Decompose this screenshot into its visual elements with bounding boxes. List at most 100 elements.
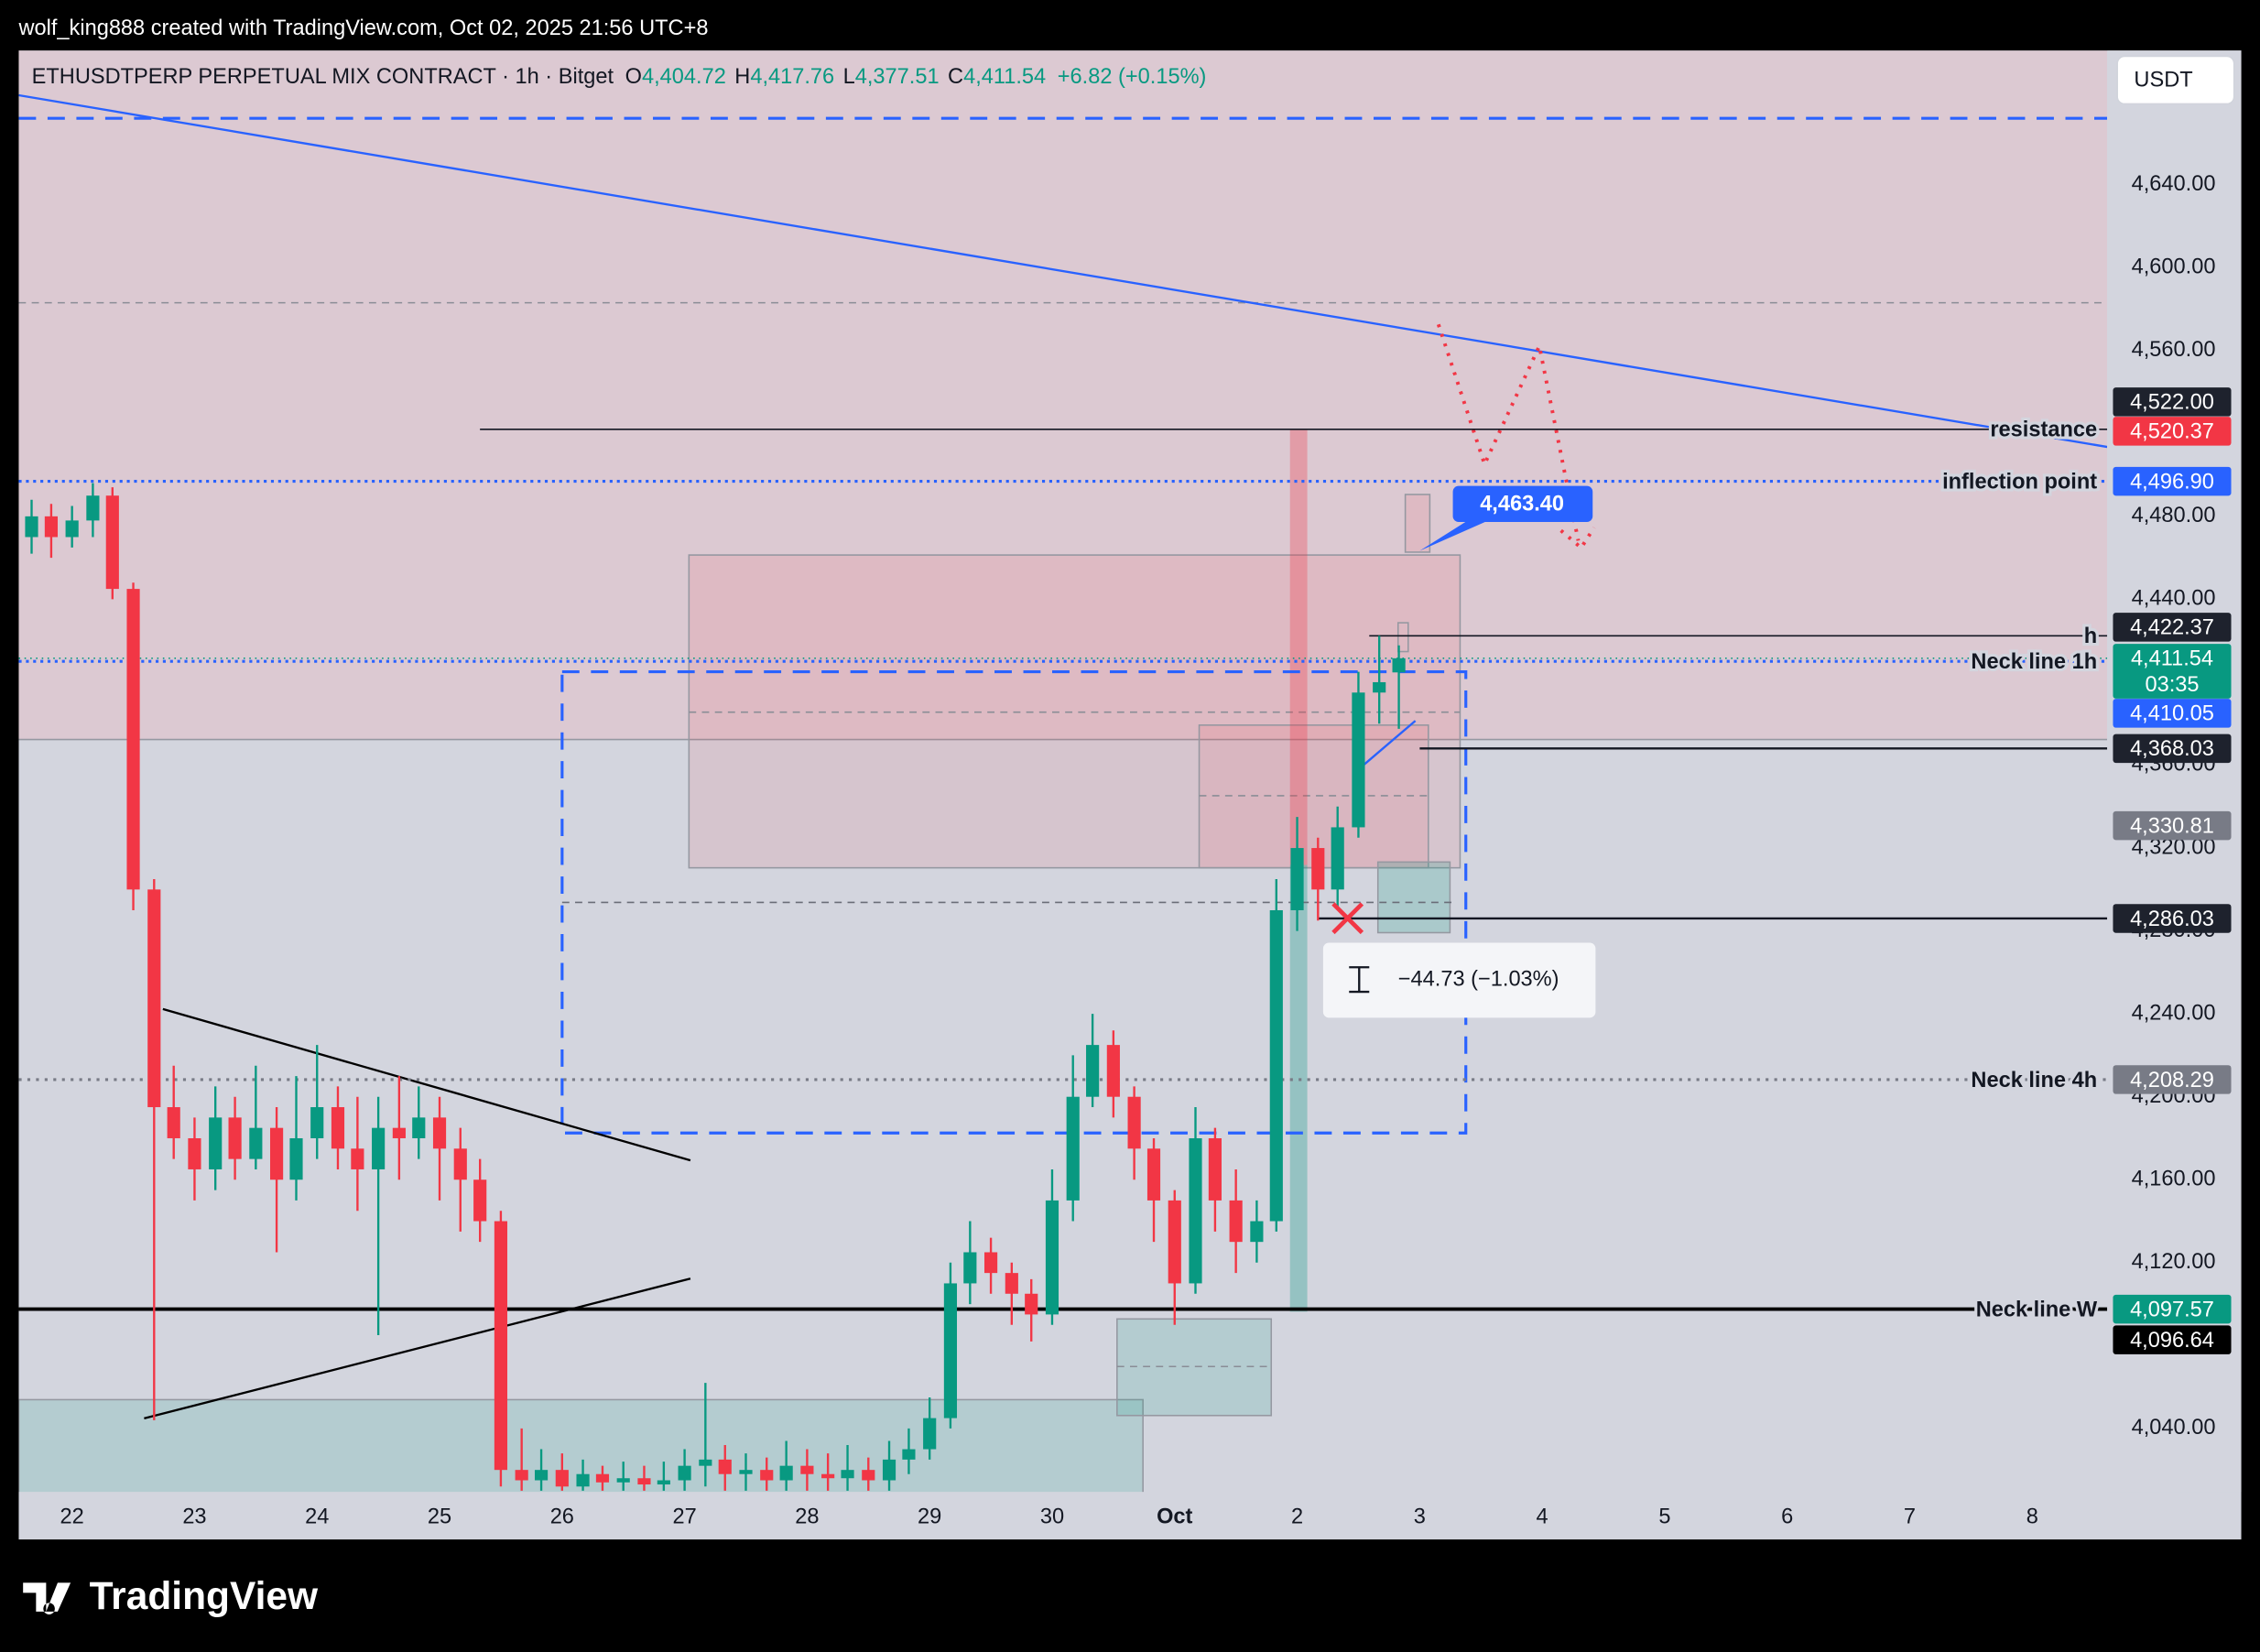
candle-body (821, 1473, 835, 1479)
candle-body (1106, 1045, 1120, 1097)
candle-body (351, 1148, 364, 1169)
candle-body (595, 1473, 610, 1483)
candle-body (515, 1470, 528, 1481)
candle-body (392, 1127, 406, 1138)
candle-body (779, 1465, 793, 1481)
price-tag-label: 4,097.57 (2130, 1298, 2214, 1321)
level-annotation: Neck line 1h (1971, 650, 2097, 674)
x-tick-label: 23 (182, 1505, 206, 1529)
level-annotation: resistance (1990, 418, 2097, 442)
candle-body (44, 516, 58, 538)
trend-line (1355, 720, 1417, 773)
candle-body (1189, 1137, 1202, 1284)
candle-body (473, 1179, 487, 1222)
x-tick-label: 29 (918, 1505, 941, 1529)
candle-body (1025, 1293, 1038, 1315)
candle-body (718, 1459, 732, 1474)
candle-body (372, 1127, 386, 1169)
candle-body (126, 589, 140, 890)
ohlc-key: C (948, 65, 963, 89)
credit: wolf_king888 created with TradingView.co… (17, 16, 708, 40)
candle-body (616, 1478, 630, 1483)
candle-body (576, 1473, 590, 1487)
candle-body (310, 1107, 324, 1138)
price-tag (2113, 1065, 2232, 1094)
candle-body (86, 495, 100, 521)
y-tick-label: 4,480.00 (2132, 504, 2216, 527)
candle-body (494, 1221, 508, 1471)
y-tick-label: 4,640.00 (2132, 172, 2216, 196)
measure-bar (1289, 429, 1308, 865)
candle-body (555, 1470, 569, 1487)
zone (1396, 622, 1409, 653)
callout-label: 4,463.40 (1480, 492, 1564, 516)
candle-body (432, 1117, 447, 1149)
x-tick-label: 2 (1291, 1505, 1303, 1529)
box (560, 670, 1468, 1135)
currency[interactable]: USDT (2134, 68, 2192, 92)
x-tick-label: 28 (795, 1505, 819, 1529)
candle-body (1005, 1273, 1018, 1294)
candle-body (1168, 1200, 1181, 1284)
zone (18, 50, 2108, 740)
price-tag-label: 4,208.29 (2130, 1069, 2214, 1092)
ohlc-key: L (843, 65, 855, 89)
candle-body (1392, 658, 1406, 673)
candle-body (412, 1117, 426, 1138)
price-tag-label: 4,096.64 (2130, 1329, 2214, 1353)
zone (1404, 494, 1431, 553)
candle-body (1290, 848, 1304, 910)
price-tag (2113, 466, 2232, 496)
candle-body (963, 1252, 977, 1284)
x-tick-label: 6 (1781, 1505, 1793, 1529)
currency-button[interactable] (2116, 55, 2235, 105)
candle-body (1146, 1148, 1161, 1201)
x-tick-label: 27 (672, 1505, 696, 1529)
x-tick-label: 5 (1658, 1505, 1670, 1529)
candle-body (943, 1283, 958, 1418)
candle-body (1373, 681, 1386, 693)
price-tag (2113, 699, 2232, 728)
candle-body (147, 889, 161, 1108)
candle-body (1311, 848, 1325, 890)
cross (1331, 902, 1364, 935)
candle-body (1045, 1200, 1059, 1315)
price-tags: 4,522.00 4,520.37 4,496.90 4,422.37 4,411.54… (1419, 387, 2232, 1354)
candle-body (534, 1470, 549, 1481)
x-tick-label: 24 (305, 1505, 329, 1529)
candle-body (637, 1478, 651, 1485)
price-tag-label: 4,422.37 (2130, 616, 2214, 640)
price-axis (2107, 50, 2242, 1493)
candle-body (657, 1480, 670, 1485)
zone (1116, 1318, 1273, 1417)
symbol: ETHUSDTPERP PERPETUAL MIX CONTRACT · 1h … (32, 65, 614, 89)
candle-body (249, 1127, 263, 1159)
x-tick-label: 8 (2026, 1505, 2038, 1529)
level-annotation: Neck line 4h (1971, 1069, 2097, 1092)
candle-body (25, 516, 38, 538)
level-annotation: inflection point (1942, 470, 2097, 494)
price-tag-sublabel: 03:35 (2145, 673, 2199, 697)
zone (1198, 724, 1429, 869)
y-tick-label: 4,240.00 (2132, 1001, 2216, 1025)
candle-body (1229, 1200, 1243, 1243)
level-annotation: h (2084, 625, 2097, 648)
candle-body (739, 1470, 753, 1474)
x-tick-label: 30 (1040, 1505, 1064, 1529)
y-tick-label: 4,560.00 (2132, 338, 2216, 362)
symbol-line: ETHUSDTPERP PERPETUAL MIX CONTRACT · 1h … (32, 65, 1207, 89)
x-tick-label: 3 (1414, 1505, 1426, 1529)
price-tag (2113, 1325, 2232, 1354)
candle-body (209, 1117, 223, 1169)
ohlc-value: 4,377.51 (855, 65, 940, 89)
ohlc-value: 4,417.76 (750, 65, 834, 89)
x-tick-label: Oct (1157, 1505, 1192, 1529)
candle-body (1269, 909, 1283, 1222)
candle-body (1250, 1221, 1264, 1243)
candles (25, 483, 1406, 1491)
price-tag (2113, 734, 2232, 764)
x-tick-label: 25 (428, 1505, 451, 1529)
x-tick-label: 4 (1537, 1505, 1548, 1529)
